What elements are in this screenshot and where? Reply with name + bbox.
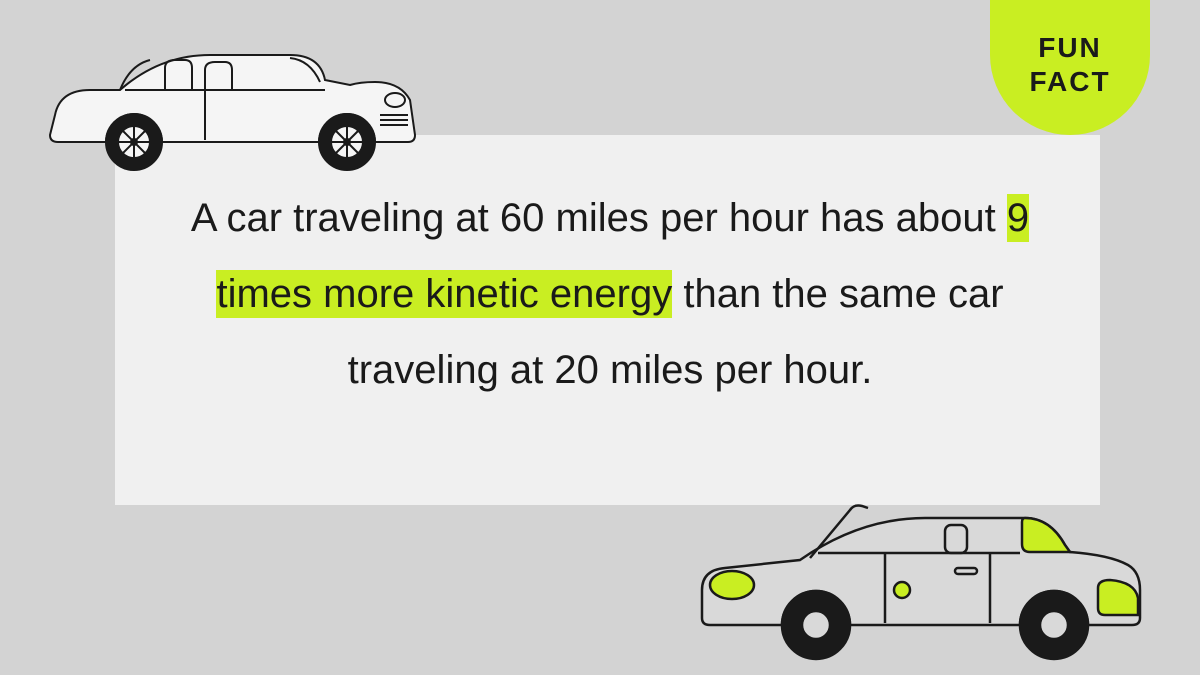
fact-part1: A car traveling at 60 miles per hour has… xyxy=(191,196,1007,240)
badge-line1: FUN xyxy=(1038,32,1102,63)
convertible-car-icon-top xyxy=(30,40,430,180)
badge-line2: FACT xyxy=(1029,66,1110,97)
fact-text: A car traveling at 60 miles per hour has… xyxy=(150,180,1070,408)
convertible-car-icon-bottom xyxy=(690,490,1150,670)
